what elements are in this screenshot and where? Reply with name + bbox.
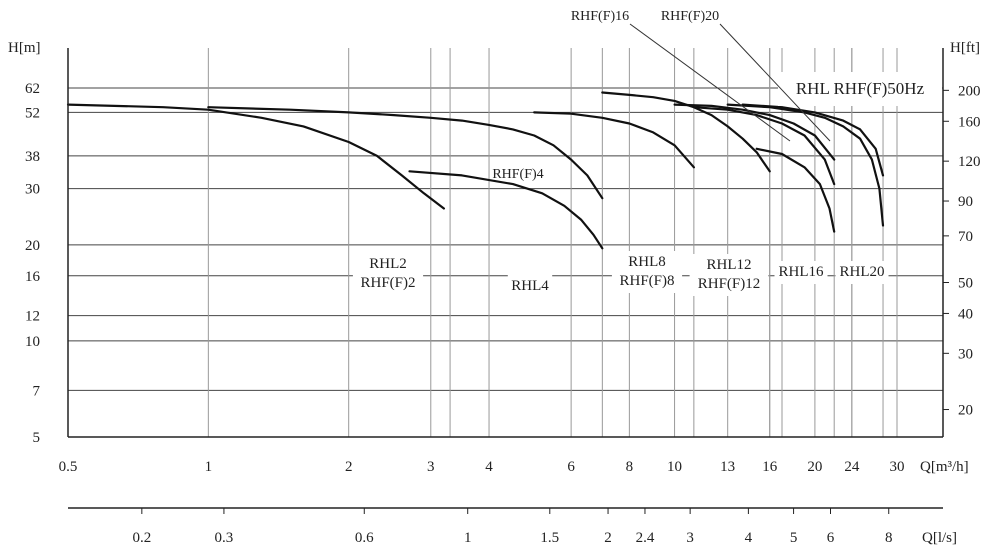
y-tick-label-right: 200 [958, 83, 981, 99]
region-label: RHL8 [628, 254, 666, 270]
y-tick-label-right: 40 [958, 306, 973, 322]
region-label: RHL4 [511, 278, 549, 294]
title-bg [778, 72, 942, 106]
y-tick-label-left: 62 [25, 81, 40, 97]
y-tick-label-right: 20 [958, 403, 973, 419]
model-regions: RHL2 RHF(F)2 RHL4 RHL8 RHF(F)8 RHL12 RHF(F)12 R… [352, 251, 889, 298]
y-axis-title-left: H[m] [8, 40, 41, 56]
y-tick-label-right: 70 [958, 229, 973, 245]
curve-rhl8 [533, 111, 695, 169]
leader-rhff20 [719, 23, 831, 142]
y-tick-label-left: 5 [33, 430, 41, 446]
y-tick-label-left: 20 [25, 238, 40, 254]
y-tick-label-left: 16 [25, 269, 41, 285]
x-tick-label-secondary: 0.3 [215, 530, 234, 546]
curve-rhl2 [66, 103, 445, 210]
y-tick-label-right: 50 [958, 276, 973, 292]
x-tick-label: 16 [762, 459, 778, 475]
region-label-bg [774, 261, 828, 284]
y-tick-label-left: 52 [25, 105, 40, 121]
labels: RHL RHF(F)50Hz RHF(F)4 RHF(F)16 RHF(F)20 [492, 9, 942, 182]
region-label-bg [689, 254, 769, 296]
x-tick-label: 3 [427, 459, 435, 475]
x-tick-label: 0.5 [59, 459, 78, 475]
x-tick-label-secondary: 4 [745, 530, 753, 546]
y-tick-label-left: 7 [33, 383, 41, 399]
curve-rhff20 [741, 103, 885, 177]
region-label-bg [352, 253, 424, 295]
y-tick-label-right: 160 [958, 114, 981, 130]
region-label: RHL2 [369, 256, 407, 272]
x-tick-label-secondary: 5 [790, 530, 798, 546]
x-tick-label-secondary: 6 [827, 530, 835, 546]
region-label-bg [611, 251, 683, 293]
x-tick-label-secondary: 1 [464, 530, 472, 546]
x-tick-label-secondary: 1.5 [540, 530, 559, 546]
y-axis-title-right: H[ft] [950, 40, 980, 56]
y-tick-label-left: 12 [25, 309, 40, 325]
grid [67, 48, 943, 438]
chart-title: RHL RHF(F)50Hz [796, 79, 925, 98]
x-tick-label-secondary: 2 [604, 530, 612, 546]
region-label: RHL12 [707, 257, 752, 273]
region-label-bg [835, 261, 889, 284]
x-tick-label-secondary: 0.6 [355, 530, 374, 546]
curve-rhl16 [755, 147, 836, 233]
curve-rhl12 [673, 103, 836, 161]
region-label: RHF(F)12 [698, 276, 761, 292]
y-tick-label-left: 10 [25, 334, 40, 350]
x-tick-label-secondary: 0.2 [132, 530, 151, 546]
x-tick-label: 6 [567, 459, 575, 475]
y-tick-label-left: 30 [25, 182, 40, 198]
annotation-rhff20: RHF(F)20 [661, 9, 719, 24]
performance-curves [66, 91, 885, 250]
region-label-bg [507, 275, 553, 298]
curve-rhff12 [692, 106, 836, 186]
curve-rhff2 [207, 106, 604, 200]
y-tick-label-right: 120 [958, 154, 981, 170]
x-tick-label: 24 [844, 459, 860, 475]
x-tick-label: 10 [667, 459, 682, 475]
leader-rhff16 [629, 23, 791, 142]
x-tick-label: 8 [626, 459, 634, 475]
x-axis-title-secondary: Q[l/s] [922, 530, 957, 546]
x-tick-label: 13 [720, 459, 735, 475]
x-tick-label-secondary: 8 [885, 530, 893, 546]
annotation-rhff4: RHF(F)4 [492, 167, 543, 182]
y-tick-label-left: 38 [25, 149, 40, 165]
x-tick-label: 2 [345, 459, 353, 475]
y-tick-label-right: 90 [958, 194, 973, 210]
x-tick-label: 20 [807, 459, 822, 475]
region-label: RHF(F)8 [619, 273, 674, 289]
x-axis-title: Q[m³/h] [920, 459, 969, 475]
y-tick-label-right: 30 [958, 346, 973, 362]
x-tick-label-secondary: 3 [686, 530, 694, 546]
curve-rhl20 [726, 103, 885, 227]
curve-rhff8 [601, 91, 771, 173]
region-label: RHL16 [779, 264, 825, 280]
region-label: RHL20 [840, 264, 885, 280]
x-tick-label-secondary: 2.4 [636, 530, 655, 546]
x-tick-label: 30 [890, 459, 905, 475]
region-label: RHF(F)2 [360, 275, 415, 291]
x-tick-label: 1 [205, 459, 213, 475]
x-tick-label: 4 [485, 459, 493, 475]
annotation-rhff16: RHF(F)16 [571, 9, 629, 24]
curve-rhl4 [408, 170, 604, 250]
